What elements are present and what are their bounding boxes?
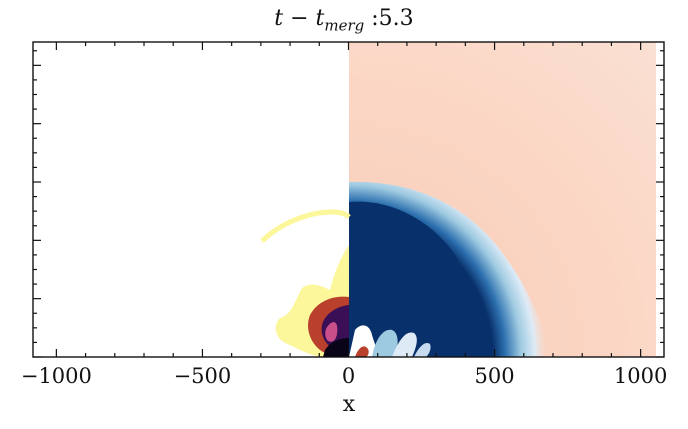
title-subscript: merg <box>324 16 365 35</box>
x-tick-label: 1000 <box>614 364 667 388</box>
y-ticks <box>33 50 664 358</box>
title-value: :5.3 <box>364 6 414 31</box>
chart-title: t − tmerg :5.3 <box>0 6 688 34</box>
pink-blob <box>325 322 338 342</box>
x-axis-label: x <box>343 392 356 417</box>
right-panel-inner-structure <box>349 325 431 357</box>
x-tick-label: 500 <box>475 364 515 388</box>
x-ticks: −1000 −500 0 500 1000 <box>21 42 667 388</box>
x-tick-label: −500 <box>174 364 232 388</box>
yellow-arc <box>260 209 351 243</box>
x-tick-label: 0 <box>342 364 355 388</box>
right-panel-core <box>349 201 482 357</box>
dark-core <box>323 338 349 357</box>
title-prefix: t − t <box>274 6 325 31</box>
left-panel-features <box>260 209 351 357</box>
x-tick-label: −1000 <box>21 364 92 388</box>
